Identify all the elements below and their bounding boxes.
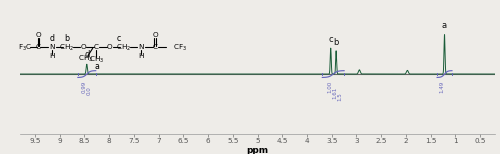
Text: O: O	[152, 32, 158, 38]
X-axis label: ppm: ppm	[246, 146, 268, 154]
Text: $\rm CH_2$: $\rm CH_2$	[60, 42, 74, 53]
Text: C: C	[36, 45, 41, 50]
Text: 1.00: 1.00	[328, 81, 332, 93]
Text: d: d	[84, 50, 89, 59]
Text: C: C	[153, 45, 158, 50]
Text: $\rm CH_2$: $\rm CH_2$	[116, 42, 132, 53]
Text: O: O	[80, 45, 86, 50]
Text: $\rm F_3C$: $\rm F_3C$	[18, 42, 32, 53]
Text: 1.5: 1.5	[338, 92, 342, 101]
Text: a: a	[94, 62, 99, 71]
Text: C: C	[94, 45, 99, 50]
Text: c: c	[328, 35, 333, 44]
Text: c: c	[116, 34, 120, 43]
Text: O: O	[36, 32, 42, 38]
Text: 1.49: 1.49	[440, 81, 445, 93]
Text: H: H	[138, 53, 144, 59]
Text: O: O	[107, 45, 112, 50]
Text: b: b	[334, 38, 339, 47]
Text: H: H	[49, 53, 54, 59]
Text: 1.61: 1.61	[332, 86, 338, 99]
Text: $\rm CH_3$: $\rm CH_3$	[89, 55, 104, 65]
Text: $\rm CF_3$: $\rm CF_3$	[174, 42, 188, 53]
Text: $\rm CH_3$: $\rm CH_3$	[78, 53, 94, 64]
Text: N: N	[138, 45, 144, 50]
Text: d: d	[50, 34, 54, 43]
Text: 0.0: 0.0	[86, 86, 92, 95]
Text: b: b	[64, 34, 70, 43]
Text: 0.99: 0.99	[82, 81, 86, 93]
Text: N: N	[49, 45, 54, 50]
Text: a: a	[442, 21, 447, 30]
